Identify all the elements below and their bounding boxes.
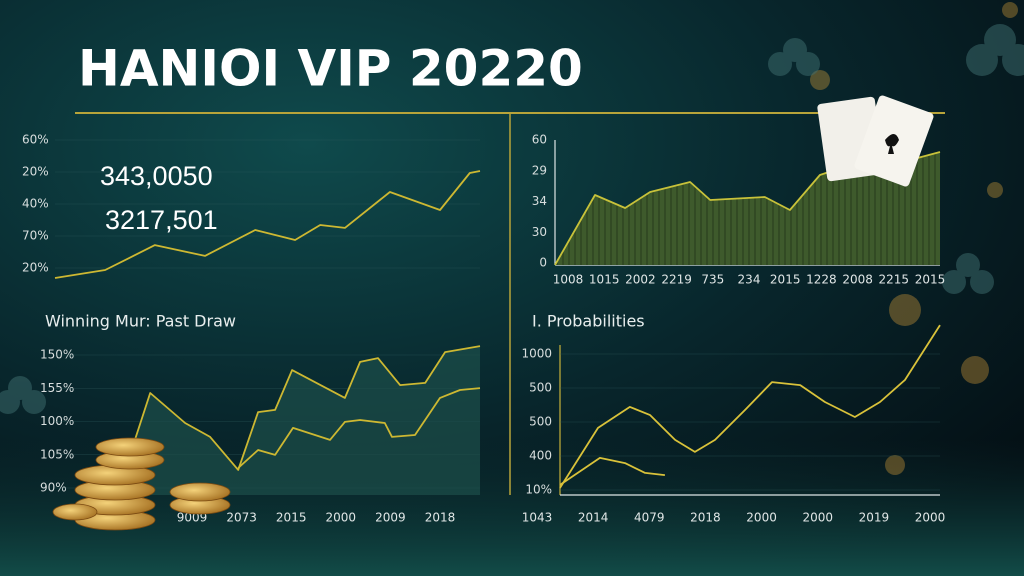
y-tick-label: 105%: [40, 447, 74, 461]
series-line: [134, 345, 481, 471]
panel-title: Winning Mur: Past Draw: [45, 312, 236, 331]
x-tick-label: 1228: [806, 273, 837, 287]
x-tick-label: 1008: [553, 273, 584, 287]
x-tick-label: 2002: [625, 273, 656, 287]
x-tick-label: 1043: [522, 511, 553, 525]
y-tick-label: 30: [532, 225, 547, 239]
y-tick-label: 40%: [22, 197, 49, 211]
series-line: [54, 170, 481, 279]
x-tick-label: 2000: [326, 511, 357, 525]
series-line: [559, 324, 941, 489]
panel-title: I. Probabilities: [532, 312, 645, 331]
x-tick-label: 2215: [879, 273, 910, 287]
big-number: 3217,501: [105, 205, 218, 235]
area: [555, 152, 940, 265]
y-tick-label: 400: [529, 449, 552, 463]
x-tick-label: 735: [701, 273, 724, 287]
y-tick-label: 20%: [22, 165, 49, 179]
y-tick-label: 100%: [40, 414, 74, 428]
series-line: [237, 387, 481, 469]
x-tick-label: 2014: [578, 511, 609, 525]
x-tick-label: 2000: [802, 511, 833, 525]
y-tick-label: 0: [539, 256, 547, 270]
club-icons: [0, 24, 1024, 414]
x-tick-label: 2015: [915, 273, 946, 287]
x-tick-label: 234: [738, 273, 761, 287]
x-tick-label: 2009: [375, 511, 406, 525]
y-tick-label: 150%: [40, 348, 74, 362]
charts: 60% 20% 40% 70% 20% 343,0050 3217,501 60 29 34 30 0…: [22, 133, 945, 525]
x-tick-label: 2015: [276, 511, 307, 525]
x-tick-label: 2219: [661, 273, 692, 287]
x-tick-label: 2000: [746, 511, 777, 525]
page-title: HANIOI VIP 20220: [78, 40, 583, 98]
x-tick-label: 2000: [915, 511, 946, 525]
big-number: 343,0050: [100, 161, 213, 191]
x-tick-label: 2018: [690, 511, 721, 525]
x-tick-label: 2019: [859, 511, 890, 525]
y-tick-label: 500: [529, 415, 552, 429]
y-tick-label: 70%: [22, 229, 49, 243]
x-tick-label: 1015: [589, 273, 620, 287]
x-tick-label: 4079: [634, 511, 665, 525]
y-tick-label: 29: [532, 163, 547, 177]
y-tick-label: 1000: [521, 347, 552, 361]
y-tick-label: 155%: [40, 381, 74, 395]
x-tick-label: 2008: [842, 273, 873, 287]
y-tick-label: 90%: [40, 481, 67, 495]
playing-cards: [817, 95, 934, 187]
area-fill: [134, 346, 480, 495]
y-tick-label: 60%: [22, 133, 49, 147]
y-tick-label: 10%: [525, 483, 552, 497]
x-tick-label: 2018: [425, 511, 456, 525]
bokeh: [810, 2, 1018, 475]
y-tick-label: 60: [532, 133, 547, 147]
x-tick-label: 2015: [770, 273, 801, 287]
series-line: [559, 457, 665, 486]
y-tick-label: 500: [529, 381, 552, 395]
y-tick-label: 20%: [22, 261, 49, 275]
x-tick-label: 2073: [226, 511, 257, 525]
y-tick-label: 34: [532, 194, 547, 208]
coin-stack: [52, 437, 231, 531]
